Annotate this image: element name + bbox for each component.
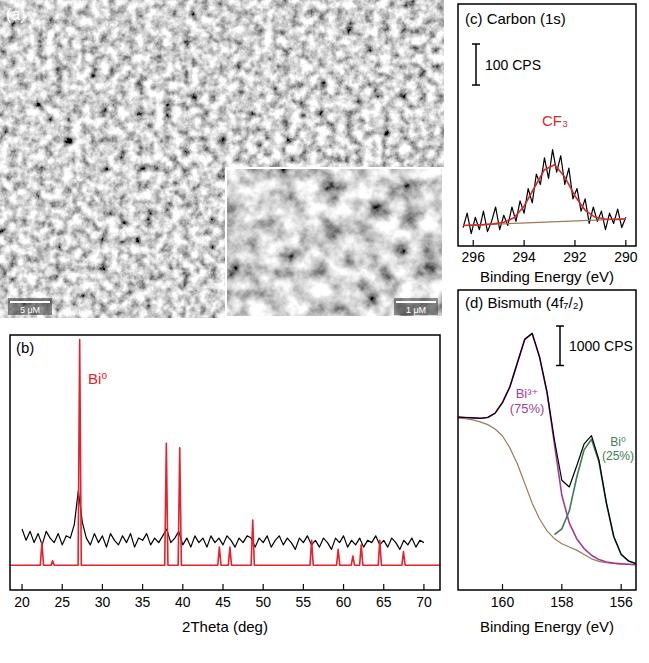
series-line bbox=[554, 439, 636, 563]
x-tick-label: 55 bbox=[296, 594, 312, 610]
chart-panel: 160 158 156 Binding Energy (eV) (d) Bismuth … bbox=[458, 290, 636, 635]
x-tick-label: 25 bbox=[54, 594, 70, 610]
plot-frame bbox=[458, 4, 636, 246]
x-tick bbox=[343, 584, 344, 590]
annotation: (75%) bbox=[510, 401, 545, 416]
series-label: Bi⁰ bbox=[610, 435, 626, 449]
series-line bbox=[10, 340, 440, 566]
plot-data bbox=[458, 333, 636, 564]
x-tick-label: 294 bbox=[512, 249, 536, 265]
plot-data bbox=[463, 150, 626, 234]
scale-bar-line bbox=[475, 44, 477, 85]
sem-inset bbox=[226, 168, 444, 318]
x-tick bbox=[21, 584, 22, 590]
x-tick-label: 30 bbox=[95, 594, 111, 610]
series-label: Bi⁰ bbox=[88, 370, 107, 387]
x-tick-label: 20 bbox=[14, 594, 30, 610]
x-tick bbox=[222, 584, 223, 590]
x-tick bbox=[102, 584, 103, 590]
annotation: (25%) bbox=[602, 449, 634, 463]
scale-bar-label: 1000 CPS bbox=[569, 338, 633, 354]
scale-bar-box bbox=[8, 298, 52, 315]
series-line bbox=[463, 150, 626, 234]
x-axis-title: Binding Energy (eV) bbox=[480, 618, 614, 635]
series-line bbox=[458, 418, 636, 565]
x-tick bbox=[383, 584, 384, 590]
x-tick bbox=[473, 240, 474, 246]
x-axis-title: Binding Energy (eV) bbox=[480, 268, 614, 285]
sem-micrograph bbox=[0, 0, 444, 318]
x-tick bbox=[263, 584, 264, 590]
scale-bar bbox=[10, 301, 50, 303]
x-tick-label: 40 bbox=[175, 594, 191, 610]
x-tick-label: 45 bbox=[215, 594, 231, 610]
x-tick bbox=[524, 240, 525, 246]
scale-bar bbox=[396, 301, 436, 303]
scale-bar-box bbox=[394, 298, 438, 315]
series-line bbox=[463, 165, 626, 226]
panel-title: (d) Bismuth (4f₇/₂) bbox=[465, 294, 584, 311]
scale-bar: 100 CPS bbox=[472, 44, 541, 85]
sem-image: (a) 5 μM 1 μM bbox=[0, 0, 444, 318]
x-tick-label: 292 bbox=[563, 249, 587, 265]
series-line bbox=[458, 333, 636, 564]
plot-frame bbox=[10, 335, 440, 590]
series-label: Bi³⁺ bbox=[516, 386, 539, 401]
x-tick bbox=[502, 584, 503, 590]
x-tick bbox=[423, 584, 424, 590]
inset-border bbox=[226, 168, 443, 317]
panel-title: (c) Carbon (1s) bbox=[465, 10, 566, 27]
x-axis-title: 2Theta (deg) bbox=[182, 618, 268, 635]
figure: (a) 5 μM 1 μM 20 25 30 35 40 45 50 55 60 65 70 2Theta … bbox=[0, 0, 649, 663]
series-line bbox=[458, 333, 636, 563]
x-tick bbox=[574, 240, 575, 246]
series-label: CF₃ bbox=[542, 112, 568, 129]
x-tick bbox=[182, 584, 183, 590]
x-tick bbox=[561, 584, 562, 590]
series-line bbox=[22, 491, 424, 550]
scale-bar-line bbox=[559, 326, 561, 365]
x-tick bbox=[142, 584, 143, 590]
x-tick-label: 296 bbox=[462, 249, 486, 265]
panel-label: (a) bbox=[6, 6, 26, 23]
x-tick-label: 290 bbox=[614, 249, 638, 265]
x-tick-label: 35 bbox=[135, 594, 151, 610]
x-tick-label: 160 bbox=[491, 594, 515, 610]
plot-frame bbox=[458, 290, 636, 590]
chart-panel: 20 25 30 35 40 45 50 55 60 65 70 2Theta (deg) (b) Bi⁰ bbox=[10, 335, 440, 635]
x-tick-label: 70 bbox=[416, 594, 432, 610]
x-tick-label: 156 bbox=[609, 594, 633, 610]
x-tick-label: 60 bbox=[336, 594, 352, 610]
scale-bar-label: 1 μM bbox=[406, 305, 426, 315]
scale-bar-label: 100 CPS bbox=[485, 57, 541, 73]
x-tick bbox=[62, 584, 63, 590]
scale-bar: 1000 CPS bbox=[556, 326, 633, 365]
x-tick bbox=[621, 584, 622, 590]
scale-bar-cap bbox=[472, 84, 480, 86]
x-tick bbox=[303, 584, 304, 590]
x-tick-label: 50 bbox=[255, 594, 271, 610]
scale-bar-cap bbox=[472, 43, 480, 45]
scale-bar-cap bbox=[556, 365, 564, 367]
x-tick-label: 158 bbox=[550, 594, 574, 610]
scale-bar-cap bbox=[556, 325, 564, 327]
x-tick-label: 65 bbox=[376, 594, 392, 610]
scale-bar-label: 5 μM bbox=[20, 305, 40, 315]
panel-title: (b) bbox=[16, 339, 34, 356]
x-tick bbox=[625, 240, 626, 246]
chart-panel: 296 294 292 290Binding Energy (eV) (c) Carbo… bbox=[458, 4, 638, 285]
plot-data bbox=[10, 340, 440, 566]
